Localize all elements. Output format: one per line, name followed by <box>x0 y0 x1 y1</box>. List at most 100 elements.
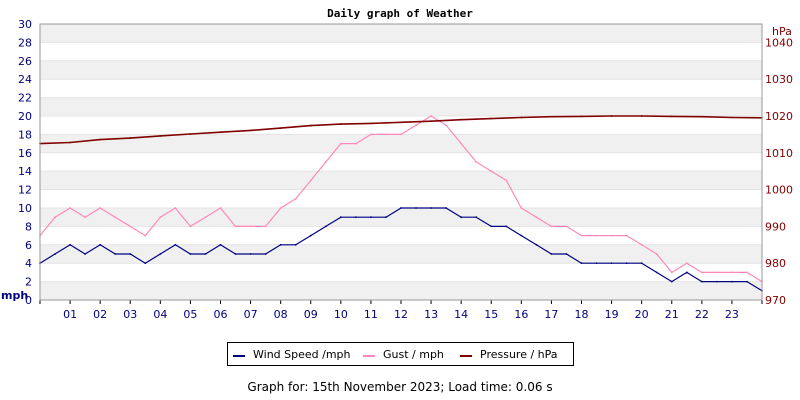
series-gust-point <box>415 124 417 127</box>
series-pressure-point <box>249 129 252 132</box>
series-wind-speed-point <box>746 280 748 283</box>
grid-band <box>40 97 762 116</box>
x-axis-tick-label: 18 <box>575 308 589 321</box>
series-gust-point <box>204 216 207 219</box>
series-gust-point <box>685 262 688 265</box>
series-gust-point <box>565 225 568 228</box>
x-axis-tick-label: 19 <box>605 308 619 321</box>
series-wind-speed-point <box>580 262 583 265</box>
series-wind-speed-point <box>655 271 658 274</box>
series-pressure-point <box>550 115 553 118</box>
right-axis-tick-label: 1010 <box>765 147 793 160</box>
x-axis-tick-label: 06 <box>214 308 228 321</box>
x-axis-tick-label: 20 <box>635 308 649 321</box>
series-pressure-point <box>640 115 643 117</box>
left-axis-tick-label: 8 <box>25 220 32 233</box>
series-pressure-point <box>400 121 402 124</box>
x-axis-tick-label: 01 <box>63 308 77 321</box>
series-wind-speed-point <box>249 253 252 255</box>
legend-label-wind-speed: Wind Speed /mph <box>253 348 351 361</box>
left-axis-tick-label: 26 <box>18 55 32 68</box>
chart-legend: Wind Speed /mph Gust / mph Pressure / hP… <box>227 342 574 366</box>
series-gust-point <box>731 271 733 274</box>
left-axis-tick-label: 20 <box>18 110 32 123</box>
series-pressure-point <box>490 117 493 120</box>
series-gust-point <box>294 197 297 200</box>
series-gust-point <box>475 161 478 163</box>
x-axis-tick-label: 08 <box>274 308 288 321</box>
series-wind-speed-point <box>129 253 132 255</box>
x-axis-tick-label: 10 <box>334 308 348 321</box>
series-wind-speed-point <box>445 207 448 209</box>
series-gust-point <box>279 207 282 209</box>
series-gust-point <box>84 216 87 219</box>
x-axis-tick-label: 02 <box>93 308 107 321</box>
series-pressure-point <box>700 115 703 118</box>
left-axis-tick-label: 28 <box>18 36 32 49</box>
x-axis-tick-label: 15 <box>484 308 498 321</box>
x-axis-tick-label: 13 <box>424 308 438 321</box>
series-gust-point <box>174 207 177 209</box>
x-axis-tick-label: 17 <box>544 308 558 321</box>
series-wind-speed-point <box>174 243 177 246</box>
legend-swatch-pressure <box>460 355 472 357</box>
series-wind-speed-point <box>324 225 327 228</box>
series-pressure-point <box>339 123 342 125</box>
series-pressure-point <box>370 122 372 125</box>
legend-label-pressure: Pressure / hPa <box>480 348 558 361</box>
left-axis-tick-label: 0 <box>25 294 32 307</box>
x-axis-tick-label: 23 <box>725 308 739 321</box>
x-axis-tick-label: 07 <box>244 308 258 321</box>
series-pressure-point <box>460 118 463 121</box>
right-axis-tick-label: 1000 <box>765 184 793 197</box>
series-gust-point <box>640 243 643 246</box>
series-gust-point <box>189 225 192 228</box>
left-axis-tick-label: 2 <box>25 276 32 289</box>
series-wind-speed-point <box>490 225 493 228</box>
series-gust-point <box>370 133 372 136</box>
series-wind-speed-point <box>309 234 312 237</box>
series-wind-speed-point <box>715 280 718 283</box>
series-pressure-point <box>580 115 583 118</box>
series-wind-speed-point <box>234 253 237 255</box>
series-gust-point <box>144 234 147 237</box>
series-wind-speed-point <box>144 262 147 265</box>
left-axis-tick-label: 14 <box>18 165 32 178</box>
left-axis-tick-label: 12 <box>18 184 32 197</box>
series-wind-speed-point <box>370 216 372 219</box>
series-gust-point <box>430 115 432 117</box>
left-axis-tick-label: 16 <box>18 147 32 160</box>
series-wind-speed-point <box>189 253 192 255</box>
footer-status: Graph for: 15th November 2023; Load time… <box>247 380 553 394</box>
grid-band <box>40 244 762 264</box>
left-axis-tick-label: 4 <box>25 257 32 270</box>
series-gust-point <box>264 225 267 228</box>
right-axis-tick-label: 980 <box>765 257 786 270</box>
series-wind-speed-point <box>700 280 703 283</box>
series-gust-point <box>580 234 583 237</box>
series-gust-point <box>670 271 673 274</box>
series-wind-speed-point <box>114 253 117 255</box>
left-axis-tick-label: 24 <box>18 73 32 86</box>
series-wind-speed-point <box>84 253 87 255</box>
series-gust-point <box>99 207 102 209</box>
series-gust-point <box>400 133 402 136</box>
series-wind-speed-point <box>279 243 282 246</box>
grid-band <box>40 60 762 80</box>
series-gust-point <box>54 216 56 219</box>
series-gust-point <box>159 216 162 219</box>
x-axis-tick-label: 11 <box>364 308 378 321</box>
x-axis-tick-label: 09 <box>304 308 318 321</box>
series-wind-speed-point <box>535 243 538 246</box>
grid-band <box>40 208 762 227</box>
series-wind-speed-point <box>400 207 402 209</box>
series-gust-point <box>595 234 598 237</box>
grid-band <box>40 134 762 153</box>
left-axis-tick-label: 18 <box>18 128 32 141</box>
x-axis-tick-label: 22 <box>695 308 709 321</box>
series-wind-speed-point <box>339 216 342 219</box>
left-axis-tick-label: 22 <box>18 92 32 105</box>
series-pressure-point <box>309 124 312 127</box>
series-wind-speed-point <box>415 207 417 209</box>
x-axis-tick-label: 03 <box>123 308 137 321</box>
